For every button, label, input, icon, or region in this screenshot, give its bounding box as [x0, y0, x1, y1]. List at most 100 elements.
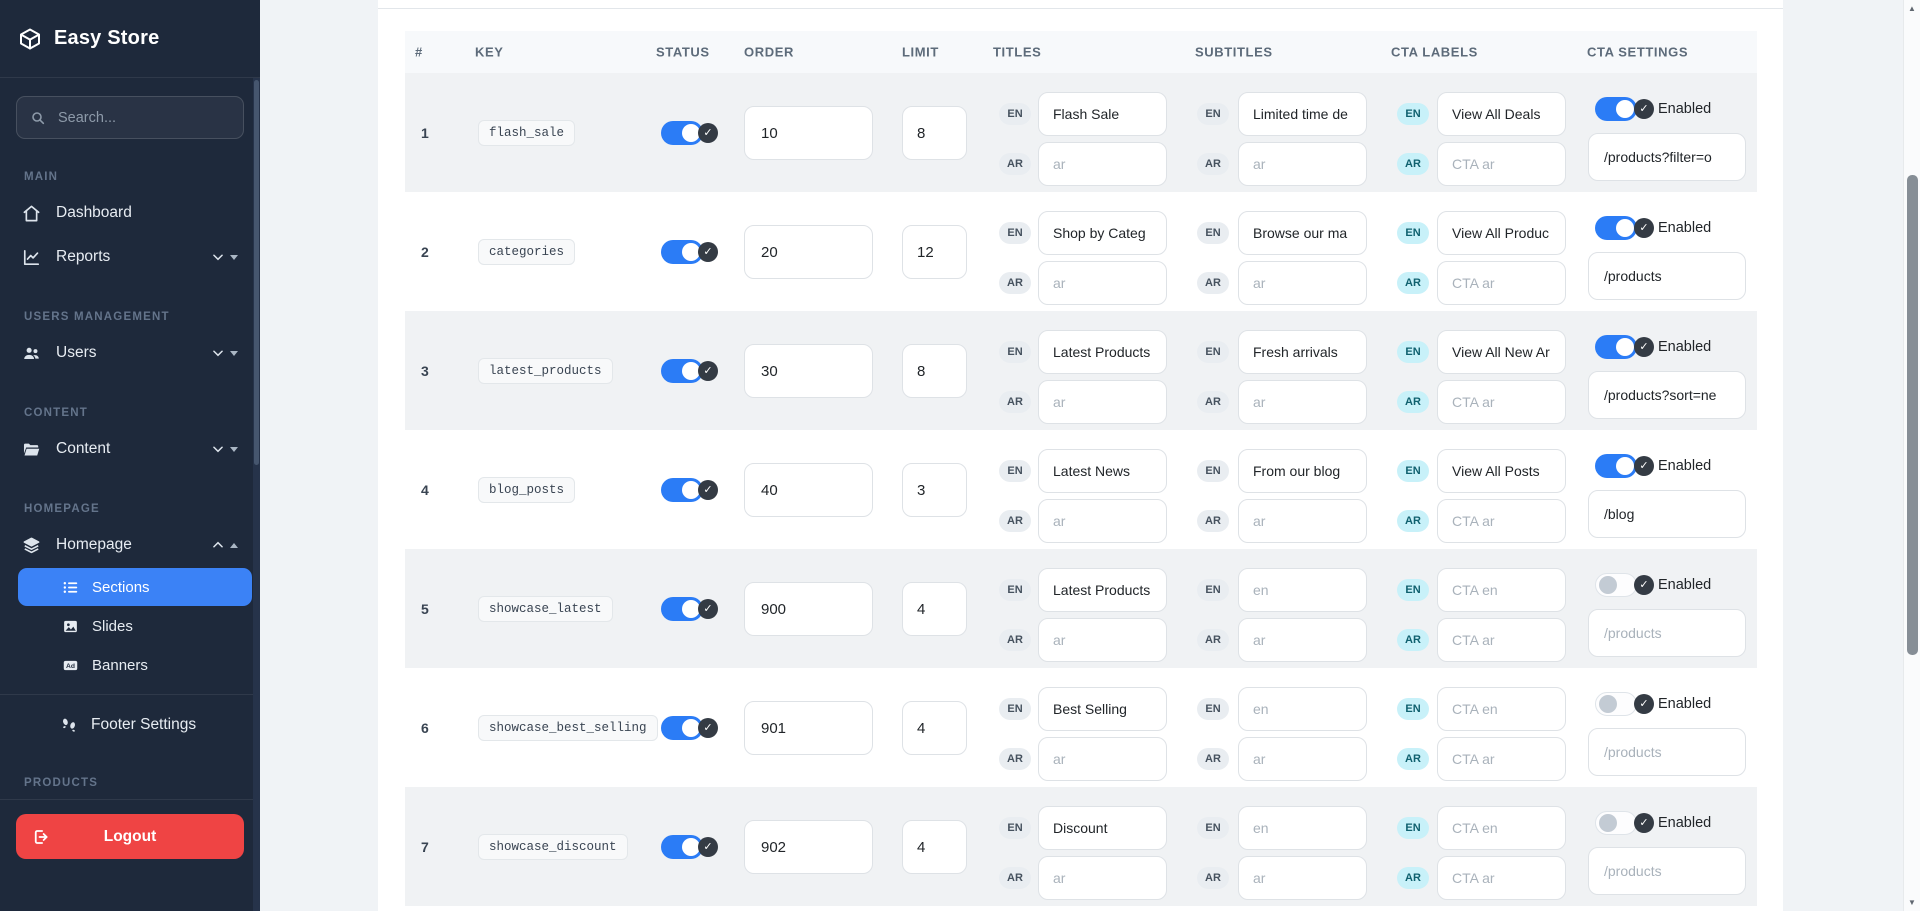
- limit-input[interactable]: [902, 225, 967, 279]
- limit-input[interactable]: [902, 463, 967, 517]
- order-input[interactable]: [744, 225, 873, 279]
- title-ar-input[interactable]: [1038, 618, 1167, 662]
- title-ar-input[interactable]: [1038, 499, 1167, 543]
- cta-label-ar-input[interactable]: [1437, 142, 1566, 186]
- title-en-input[interactable]: [1038, 92, 1167, 136]
- limit-input[interactable]: [902, 582, 967, 636]
- subtitle-ar-input[interactable]: [1238, 737, 1367, 781]
- cta-enabled-toggle[interactable]: [1595, 454, 1637, 478]
- order-input[interactable]: [744, 106, 873, 160]
- title-en-input[interactable]: [1038, 806, 1167, 850]
- cta-label-ar-input[interactable]: [1437, 380, 1566, 424]
- cta-enabled-toggle[interactable]: [1595, 216, 1637, 240]
- cta-url-input[interactable]: [1588, 490, 1746, 538]
- cta-label-en-input[interactable]: [1437, 687, 1566, 731]
- title-ar-input[interactable]: [1038, 856, 1167, 900]
- cta-enabled-toggle[interactable]: [1595, 811, 1637, 835]
- status-toggle[interactable]: [661, 478, 703, 502]
- column-header: LIMIT: [902, 44, 939, 60]
- scroll-down-arrow-icon[interactable]: ▼: [1908, 898, 1916, 907]
- subtitle-en-input[interactable]: [1238, 330, 1367, 374]
- limit-input[interactable]: [902, 106, 967, 160]
- cta-label-ar-input[interactable]: [1437, 499, 1566, 543]
- subtitle-en-input[interactable]: [1238, 806, 1367, 850]
- status-toggle[interactable]: [661, 359, 703, 383]
- cta-label-en-input[interactable]: [1437, 806, 1566, 850]
- order-input[interactable]: [744, 701, 873, 755]
- title-ar-input[interactable]: [1038, 737, 1167, 781]
- search-input[interactable]: [56, 108, 230, 127]
- sidebar-item-users[interactable]: Users: [0, 331, 260, 375]
- cta-url-input[interactable]: [1588, 371, 1746, 419]
- cta-label-ar-input[interactable]: [1437, 618, 1566, 662]
- cta-label-ar-input[interactable]: [1437, 856, 1566, 900]
- cta-label-ar-input[interactable]: [1437, 737, 1566, 781]
- cta-url-input[interactable]: [1588, 728, 1746, 776]
- limit-input[interactable]: [902, 820, 967, 874]
- order-input[interactable]: [744, 463, 873, 517]
- scroll-up-arrow-icon[interactable]: ▲: [1908, 4, 1916, 13]
- subtitle-en-input[interactable]: [1238, 211, 1367, 255]
- logout-button[interactable]: Logout: [16, 814, 244, 859]
- status-toggle[interactable]: [661, 716, 703, 740]
- page-scrollbar[interactable]: ▲ ▼: [1903, 0, 1920, 911]
- sidebar-scrollbar-thumb[interactable]: [254, 80, 259, 465]
- title-en-input[interactable]: [1038, 568, 1167, 612]
- subtitle-en-input[interactable]: [1238, 687, 1367, 731]
- cta-label-en-input[interactable]: [1437, 211, 1566, 255]
- sidebar-item-footer-settings[interactable]: Footer Settings: [0, 705, 260, 745]
- page-scrollbar-thumb[interactable]: [1907, 175, 1918, 655]
- lang-badge-en: EN: [1397, 460, 1429, 482]
- cta-label-en-input[interactable]: [1437, 449, 1566, 493]
- title-en-input[interactable]: [1038, 330, 1167, 374]
- order-input[interactable]: [744, 344, 873, 398]
- sidebar-search[interactable]: [16, 96, 244, 139]
- footprints-icon: [63, 718, 75, 732]
- cta-label-en-input[interactable]: [1437, 568, 1566, 612]
- subtitle-en-input[interactable]: [1238, 92, 1367, 136]
- sidebar-subitem-slides[interactable]: Slides: [18, 607, 252, 645]
- limit-input[interactable]: [902, 344, 967, 398]
- cta-enabled-toggle[interactable]: [1595, 335, 1637, 359]
- subtitle-en-input[interactable]: [1238, 568, 1367, 612]
- title-en-input[interactable]: [1038, 449, 1167, 493]
- subtitle-ar-input[interactable]: [1238, 856, 1367, 900]
- cta-label-en-input[interactable]: [1437, 92, 1566, 136]
- section-key-badge: blog_posts: [478, 476, 576, 503]
- subtitle-ar-input[interactable]: [1238, 142, 1367, 186]
- subtitle-en-input[interactable]: [1238, 449, 1367, 493]
- limit-input[interactable]: [902, 701, 967, 755]
- cta-enabled-toggle[interactable]: [1595, 97, 1637, 121]
- subtitle-ar-input[interactable]: [1238, 618, 1367, 662]
- cta-url-input[interactable]: [1588, 252, 1746, 300]
- cta-url-input[interactable]: [1588, 133, 1746, 181]
- sidebar-scrollbar[interactable]: [253, 78, 260, 911]
- cta-label-en-input[interactable]: [1437, 330, 1566, 374]
- title-ar-input[interactable]: [1038, 142, 1167, 186]
- title-en-input[interactable]: [1038, 211, 1167, 255]
- sidebar-item-reports[interactable]: Reports: [0, 235, 260, 279]
- sidebar-item-content[interactable]: Content: [0, 427, 260, 471]
- cta-url-input[interactable]: [1588, 847, 1746, 895]
- sidebar-subitem-sections[interactable]: Sections: [18, 568, 252, 606]
- toggle-knob: [1616, 338, 1634, 356]
- status-toggle[interactable]: [661, 121, 703, 145]
- cta-enabled-toggle[interactable]: [1595, 692, 1637, 716]
- cta-enabled-toggle[interactable]: [1595, 573, 1637, 597]
- title-ar-input[interactable]: [1038, 261, 1167, 305]
- order-input[interactable]: [744, 582, 873, 636]
- subtitle-ar-input[interactable]: [1238, 380, 1367, 424]
- cta-label-ar-input[interactable]: [1437, 261, 1566, 305]
- sidebar-subitem-banners[interactable]: Ad Banners: [18, 646, 252, 684]
- sidebar-item-homepage[interactable]: Homepage: [0, 523, 260, 567]
- status-toggle[interactable]: [661, 835, 703, 859]
- subtitle-ar-input[interactable]: [1238, 499, 1367, 543]
- title-ar-input[interactable]: [1038, 380, 1167, 424]
- cta-url-input[interactable]: [1588, 609, 1746, 657]
- order-input[interactable]: [744, 820, 873, 874]
- subtitle-ar-input[interactable]: [1238, 261, 1367, 305]
- sidebar-item-dashboard[interactable]: Dashboard: [0, 191, 260, 235]
- status-toggle[interactable]: [661, 597, 703, 621]
- title-en-input[interactable]: [1038, 687, 1167, 731]
- status-toggle[interactable]: [661, 240, 703, 264]
